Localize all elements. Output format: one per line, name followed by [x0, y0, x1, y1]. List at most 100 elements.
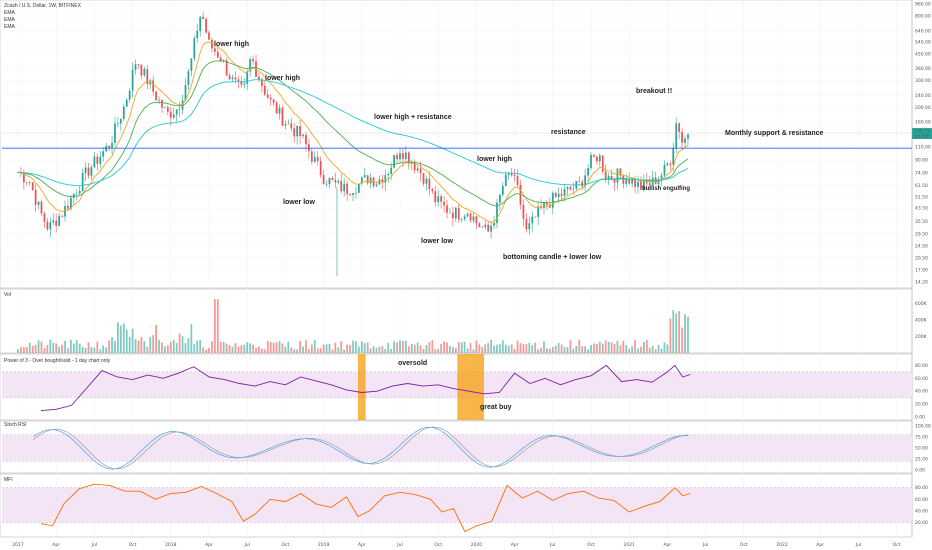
volume-bar: [557, 343, 560, 353]
volume-bar: [569, 340, 572, 353]
candle-body: [275, 102, 278, 114]
volume-bar: [581, 346, 584, 353]
price-scale[interactable]: 960.00 800.00 640.00 540.00 450.00 360.00 300.…: [912, 2, 932, 526]
candle-body: [99, 156, 102, 164]
candle-body: [296, 125, 299, 137]
price-tick-label: 800.00: [915, 14, 931, 20]
volume-bar: [513, 349, 516, 353]
candle-body: [31, 182, 34, 190]
volume-bar: [231, 346, 234, 353]
candle-body: [622, 175, 625, 184]
time-tick-label: 2019: [318, 542, 330, 548]
volume-bar: [551, 346, 554, 353]
volume-bar: [34, 344, 37, 353]
volume-bar: [522, 344, 525, 353]
volume-bar: [396, 342, 398, 353]
candle-body: [96, 156, 99, 164]
candle-body: [452, 212, 454, 219]
volume-bar: [499, 344, 501, 353]
candle-body: [178, 109, 181, 110]
volume-bar: [40, 341, 43, 353]
candle-body: [234, 77, 237, 80]
candle-body: [663, 164, 666, 176]
volume-bar: [37, 340, 40, 353]
volume-bar: [363, 343, 366, 353]
candle-body: [284, 124, 287, 126]
volume-bar: [308, 349, 310, 353]
volume-bar: [211, 341, 213, 353]
volume-bar: [454, 347, 457, 353]
ema-legend-2[interactable]: EMA: [4, 17, 15, 23]
power3-pane[interactable]: [2, 354, 912, 420]
time-tick-label: Apr: [511, 542, 519, 548]
candle-body: [584, 175, 587, 187]
candle-body: [305, 134, 307, 145]
price-pane[interactable]: [2, 3, 912, 283]
volume-bar: [302, 346, 304, 353]
volume-bar: [613, 344, 616, 353]
candle-body: [681, 131, 683, 143]
candle-body: [469, 213, 472, 221]
volume-bar: [296, 349, 299, 353]
volume-bar: [25, 347, 28, 353]
volume-bar: [372, 346, 375, 353]
candle-body: [666, 163, 669, 165]
volume-bar: [261, 348, 263, 353]
candle-body: [119, 118, 122, 124]
volume-bar: [266, 341, 269, 353]
candle-body: [593, 154, 595, 157]
volume-bar: [657, 344, 660, 353]
volume-bar: [78, 343, 81, 353]
mfi-pane[interactable]: [2, 483, 912, 533]
price-tick-label: 450.00: [915, 51, 931, 57]
volume-bar: [252, 344, 254, 353]
candle-body: [108, 145, 110, 148]
candle-body: [216, 51, 219, 58]
volume-bar: [446, 342, 448, 353]
candle-body: [146, 69, 149, 85]
candle-body: [125, 99, 128, 107]
candle-body: [384, 175, 387, 183]
volume-bar: [625, 345, 628, 353]
volume-bar: [152, 335, 155, 353]
candle-body: [481, 226, 484, 228]
candle-body: [278, 107, 281, 114]
volume-bar: [328, 343, 331, 353]
candle-body: [55, 220, 58, 226]
candle-body: [346, 183, 348, 194]
volume-bar: [20, 347, 22, 353]
volume-bar: [675, 313, 678, 353]
candle-body: [78, 190, 81, 194]
candle-body: [687, 134, 689, 139]
volume-bar: [360, 341, 363, 353]
candle-body: [525, 218, 528, 230]
candle-body: [143, 69, 146, 76]
time-scale[interactable]: 2017 Apr Jul Oct 2018 Apr Jul Oct 2019 Apr Jul Oct 2…: [12, 542, 900, 548]
candle-body: [184, 84, 187, 101]
volume-bar: [563, 347, 566, 353]
volume-bar: [213, 299, 216, 353]
volume-bar: [196, 340, 199, 353]
volume-bar: [237, 346, 240, 353]
volume-bar: [601, 343, 604, 353]
ema-legend-1[interactable]: EMA: [4, 10, 15, 16]
candle-body: [158, 99, 160, 101]
stoch-rsi-pane[interactable]: [2, 426, 912, 470]
volume-bar: [64, 340, 66, 353]
volume-bar: [678, 311, 681, 353]
candle-body: [211, 39, 213, 49]
candle-body: [569, 187, 572, 190]
pane-frame-price: [0, 0, 913, 289]
volume-bar: [81, 346, 84, 353]
annotation-lower-high-1: lower high: [214, 41, 249, 48]
volume-bar: [111, 337, 113, 353]
volume-bar: [584, 346, 587, 353]
ema-legend-3[interactable]: EMA: [4, 24, 15, 30]
volume-bar: [516, 340, 519, 353]
volume-bar: [463, 341, 466, 353]
candle-body: [84, 167, 87, 173]
volume-pane[interactable]: [17, 299, 689, 353]
volume-bar: [90, 346, 93, 353]
price-tick-label: 240.00: [915, 93, 931, 99]
